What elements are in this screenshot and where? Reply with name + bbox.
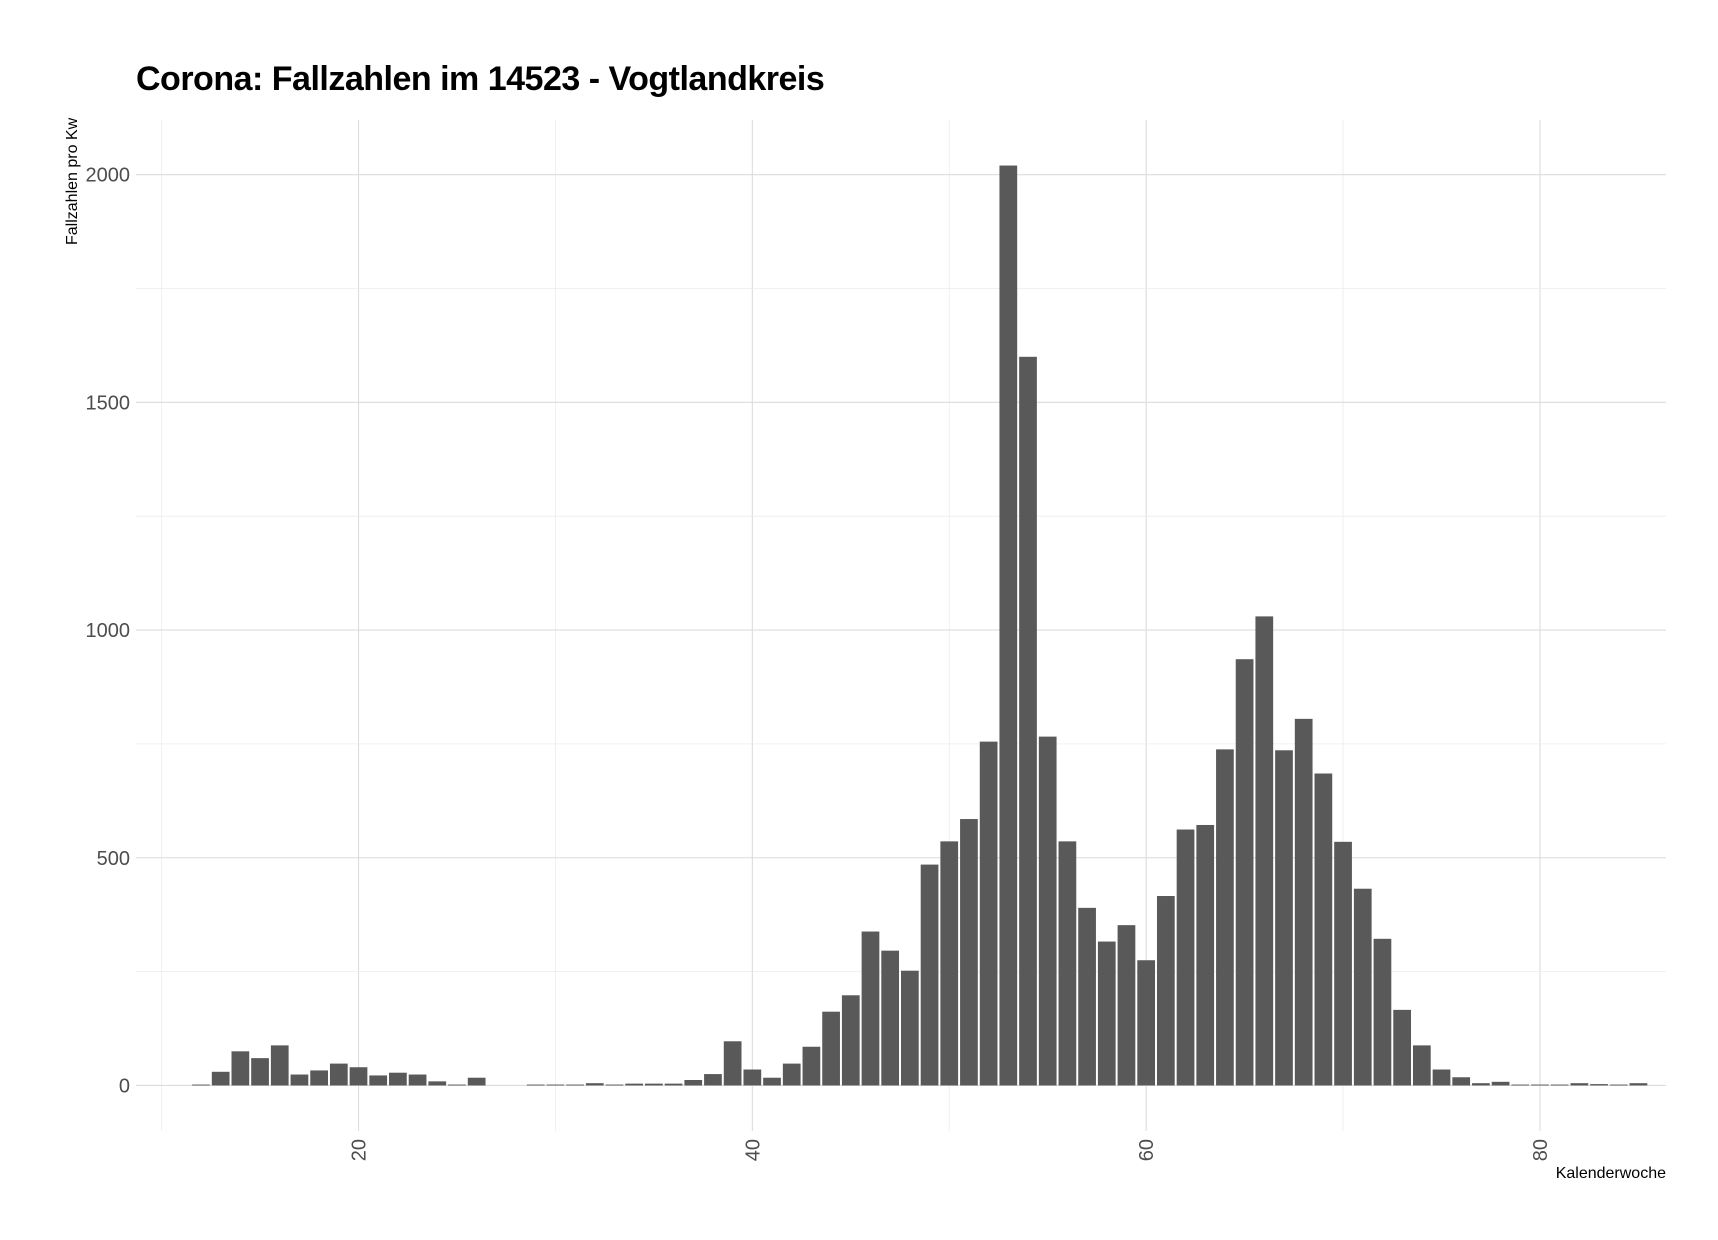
y-tick-label: 1000 bbox=[86, 620, 131, 642]
bar-kw-77 bbox=[1472, 1083, 1490, 1086]
bar-kw-49 bbox=[920, 864, 939, 1086]
chart-title: Corona: Fallzahlen im 14523 - Vogtlandkr… bbox=[136, 60, 824, 98]
bar-kw-76 bbox=[1452, 1077, 1471, 1086]
bar-kw-30 bbox=[546, 1084, 565, 1086]
y-tick-label: 1500 bbox=[86, 392, 131, 414]
x-tick-label: 20 bbox=[349, 1139, 371, 1161]
bar-kw-59 bbox=[1117, 925, 1136, 1086]
x-axis-label: Kalenderwoche bbox=[1556, 1165, 1666, 1182]
bar-kw-47 bbox=[881, 950, 900, 1086]
bar-kw-71 bbox=[1353, 888, 1372, 1086]
bar-kw-43 bbox=[802, 1046, 821, 1086]
bar-kw-83 bbox=[1590, 1084, 1608, 1086]
bar-kw-19 bbox=[329, 1063, 348, 1086]
bar-kw-52 bbox=[979, 741, 998, 1086]
y-tick-label: 0 bbox=[119, 1075, 130, 1097]
bar-kw-84 bbox=[1609, 1084, 1628, 1086]
bar-kw-69 bbox=[1314, 773, 1333, 1086]
x-tick-label: 60 bbox=[1136, 1139, 1158, 1161]
bar-kw-40 bbox=[743, 1069, 762, 1086]
bar-kw-39 bbox=[723, 1041, 742, 1086]
bar-kw-62 bbox=[1176, 829, 1195, 1086]
bar-kw-73 bbox=[1393, 1009, 1411, 1086]
bar-kw-17 bbox=[290, 1074, 309, 1086]
bar-kw-41 bbox=[763, 1077, 781, 1086]
bar-kw-61 bbox=[1156, 896, 1175, 1086]
bar-kw-31 bbox=[566, 1084, 584, 1086]
bar-kw-14 bbox=[231, 1051, 250, 1086]
bar-kw-32 bbox=[585, 1083, 604, 1086]
bar-kw-36 bbox=[664, 1083, 683, 1086]
bar-kw-44 bbox=[822, 1011, 840, 1086]
bar-kw-26 bbox=[467, 1077, 486, 1086]
bar-kw-20 bbox=[349, 1067, 368, 1086]
bar-kw-58 bbox=[1097, 941, 1116, 1086]
bar-kw-85 bbox=[1629, 1083, 1648, 1086]
bar-kw-15 bbox=[251, 1058, 269, 1086]
bar-kw-22 bbox=[389, 1072, 407, 1086]
bar-kw-24 bbox=[428, 1081, 447, 1086]
y-tick-label: 2000 bbox=[86, 165, 131, 187]
bar-kw-74 bbox=[1412, 1045, 1431, 1086]
x-axis-ticks: 20 40 60 80 bbox=[349, 1139, 1552, 1161]
y-tick-label: 500 bbox=[97, 848, 130, 870]
bar-kw-37 bbox=[684, 1079, 703, 1086]
bar-kw-78 bbox=[1491, 1081, 1510, 1086]
bar-kw-23 bbox=[408, 1074, 427, 1086]
bar-kw-60 bbox=[1137, 960, 1156, 1086]
y-axis-label: Fallzahlen pro Kw bbox=[64, 117, 81, 245]
bar-kw-65 bbox=[1235, 659, 1254, 1086]
bar-kw-18 bbox=[310, 1070, 328, 1086]
bar-kw-50 bbox=[940, 841, 959, 1086]
bar-kw-70 bbox=[1334, 841, 1352, 1086]
bar-kw-56 bbox=[1058, 841, 1077, 1086]
bar-kw-12 bbox=[192, 1084, 210, 1086]
bar-kw-21 bbox=[369, 1075, 388, 1086]
bar-kw-42 bbox=[782, 1063, 801, 1086]
bar-kw-68 bbox=[1294, 718, 1313, 1086]
bar-kw-54 bbox=[1019, 356, 1037, 1086]
bar-kw-72 bbox=[1373, 938, 1392, 1086]
bar-kw-82 bbox=[1570, 1083, 1589, 1086]
bar-kw-80 bbox=[1531, 1084, 1549, 1086]
bar-kw-64 bbox=[1216, 749, 1234, 1086]
bar-kw-55 bbox=[1038, 736, 1057, 1086]
bar-kw-25 bbox=[448, 1084, 466, 1086]
bar-kw-57 bbox=[1078, 907, 1096, 1086]
bar-kw-35 bbox=[645, 1083, 663, 1086]
y-axis-ticks: 0 500 1000 1500 2000 bbox=[86, 165, 131, 1098]
bar-kw-33 bbox=[605, 1084, 624, 1086]
bars bbox=[192, 165, 1648, 1086]
bar-kw-66 bbox=[1255, 616, 1274, 1086]
bar-kw-38 bbox=[704, 1074, 722, 1086]
bar-kw-16 bbox=[270, 1045, 289, 1086]
bar-kw-79 bbox=[1511, 1084, 1530, 1086]
grid-lines bbox=[136, 120, 1666, 1131]
bar-kw-53 bbox=[999, 165, 1018, 1086]
bar-kw-75 bbox=[1432, 1069, 1451, 1086]
bar-kw-81 bbox=[1550, 1084, 1569, 1086]
bar-kw-34 bbox=[625, 1083, 644, 1086]
bar-kw-13 bbox=[211, 1071, 230, 1086]
bar-kw-63 bbox=[1196, 824, 1215, 1086]
bar-kw-45 bbox=[841, 995, 860, 1086]
bar-kw-29 bbox=[526, 1084, 545, 1086]
bar-kw-67 bbox=[1275, 750, 1293, 1086]
x-tick-label: 80 bbox=[1530, 1139, 1552, 1161]
bar-kw-51 bbox=[960, 819, 978, 1086]
bar-kw-48 bbox=[901, 970, 919, 1086]
bar-kw-46 bbox=[861, 931, 880, 1086]
x-tick-label: 40 bbox=[742, 1139, 764, 1161]
